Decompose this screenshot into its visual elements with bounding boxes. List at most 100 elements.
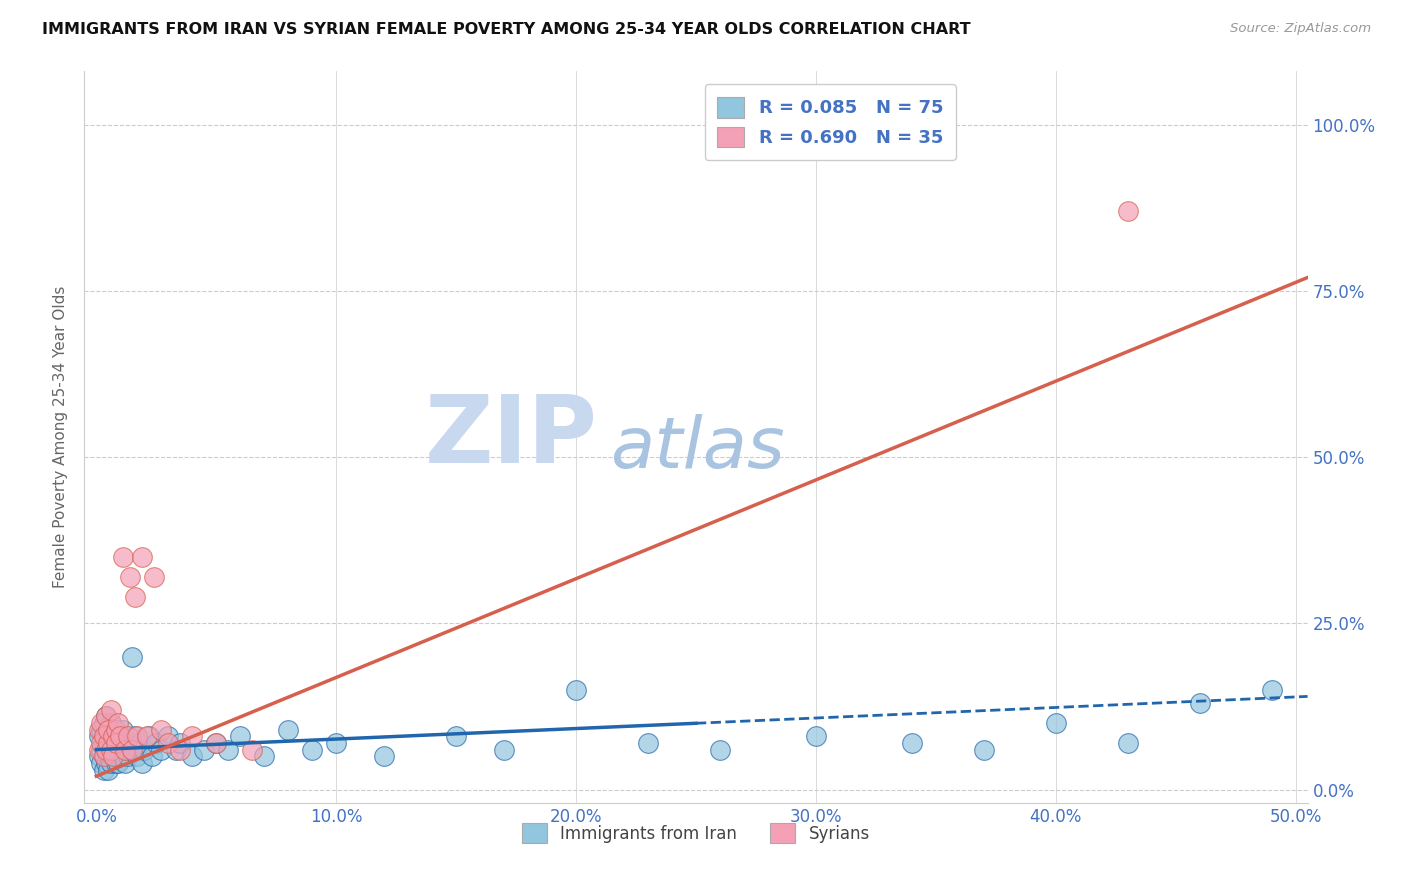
Point — [709, 742, 731, 756]
Point — [121, 742, 143, 756]
Text: IMMIGRANTS FROM IRAN VS SYRIAN FEMALE POVERTY AMONG 25-34 YEAR OLDS CORRELATION : IMMIGRANTS FROM IRAN VS SYRIAN FEMALE PO… — [42, 22, 970, 37]
Point — [104, 742, 127, 756]
Point — [118, 570, 141, 584]
Point — [100, 756, 122, 770]
Point — [637, 736, 659, 750]
Point — [110, 729, 132, 743]
Point — [114, 742, 136, 756]
Point — [94, 742, 117, 756]
Point — [97, 736, 120, 750]
Point — [100, 742, 122, 756]
Point — [229, 729, 252, 743]
Point — [134, 742, 156, 756]
Point — [565, 682, 588, 697]
Point — [373, 749, 395, 764]
Point — [101, 729, 124, 743]
Point — [101, 742, 124, 756]
Point — [181, 749, 204, 764]
Point — [135, 729, 157, 743]
Point — [1116, 736, 1139, 750]
Point — [110, 742, 132, 756]
Point — [107, 736, 129, 750]
Point — [90, 716, 112, 731]
Point — [100, 703, 122, 717]
Point — [90, 756, 112, 770]
Point — [104, 736, 127, 750]
Point — [111, 749, 134, 764]
Point — [94, 729, 117, 743]
Point — [804, 729, 827, 743]
Point — [87, 749, 110, 764]
Point — [128, 736, 150, 750]
Point — [117, 749, 139, 764]
Point — [301, 742, 323, 756]
Point — [93, 763, 115, 777]
Point — [142, 570, 165, 584]
Y-axis label: Female Poverty Among 25-34 Year Olds: Female Poverty Among 25-34 Year Olds — [53, 286, 69, 588]
Point — [94, 742, 117, 756]
Point — [110, 729, 132, 743]
Point — [150, 723, 173, 737]
Point — [101, 749, 124, 764]
Point — [205, 736, 228, 750]
Point — [107, 756, 129, 770]
Text: Source: ZipAtlas.com: Source: ZipAtlas.com — [1230, 22, 1371, 36]
Point — [93, 729, 115, 743]
Point — [1188, 696, 1211, 710]
Point — [157, 729, 180, 743]
Point — [145, 736, 167, 750]
Point — [97, 723, 120, 737]
Point — [127, 729, 149, 743]
Point — [121, 742, 143, 756]
Point — [107, 716, 129, 731]
Point — [169, 742, 191, 756]
Point — [87, 729, 110, 743]
Point — [157, 736, 180, 750]
Point — [121, 649, 143, 664]
Point — [141, 749, 163, 764]
Point — [94, 709, 117, 723]
Point — [150, 742, 173, 756]
Point — [117, 729, 139, 743]
Point — [104, 723, 127, 737]
Point — [87, 742, 110, 756]
Point — [94, 709, 117, 723]
Point — [1116, 204, 1139, 219]
Point — [101, 736, 124, 750]
Point — [131, 549, 153, 564]
Point — [93, 736, 115, 750]
Point — [111, 549, 134, 564]
Point — [131, 756, 153, 770]
Point — [1045, 716, 1067, 731]
Text: atlas: atlas — [610, 414, 785, 483]
Point — [111, 723, 134, 737]
Point — [97, 763, 120, 777]
Point — [101, 749, 124, 764]
Point — [97, 749, 120, 764]
Point — [114, 756, 136, 770]
Point — [107, 749, 129, 764]
Point — [100, 749, 122, 764]
Point — [277, 723, 299, 737]
Point — [169, 736, 191, 750]
Point — [325, 736, 347, 750]
Point — [973, 742, 995, 756]
Point — [253, 749, 276, 764]
Point — [97, 723, 120, 737]
Point — [97, 736, 120, 750]
Point — [97, 742, 120, 756]
Point — [217, 742, 239, 756]
Point — [93, 749, 115, 764]
Legend: Immigrants from Iran, Syrians: Immigrants from Iran, Syrians — [515, 817, 877, 849]
Point — [127, 749, 149, 764]
Point — [100, 729, 122, 743]
Point — [193, 742, 215, 756]
Point — [901, 736, 924, 750]
Point — [165, 742, 187, 756]
Point — [90, 723, 112, 737]
Point — [94, 756, 117, 770]
Point — [444, 729, 467, 743]
Point — [90, 742, 112, 756]
Point — [87, 723, 110, 737]
Point — [205, 736, 228, 750]
